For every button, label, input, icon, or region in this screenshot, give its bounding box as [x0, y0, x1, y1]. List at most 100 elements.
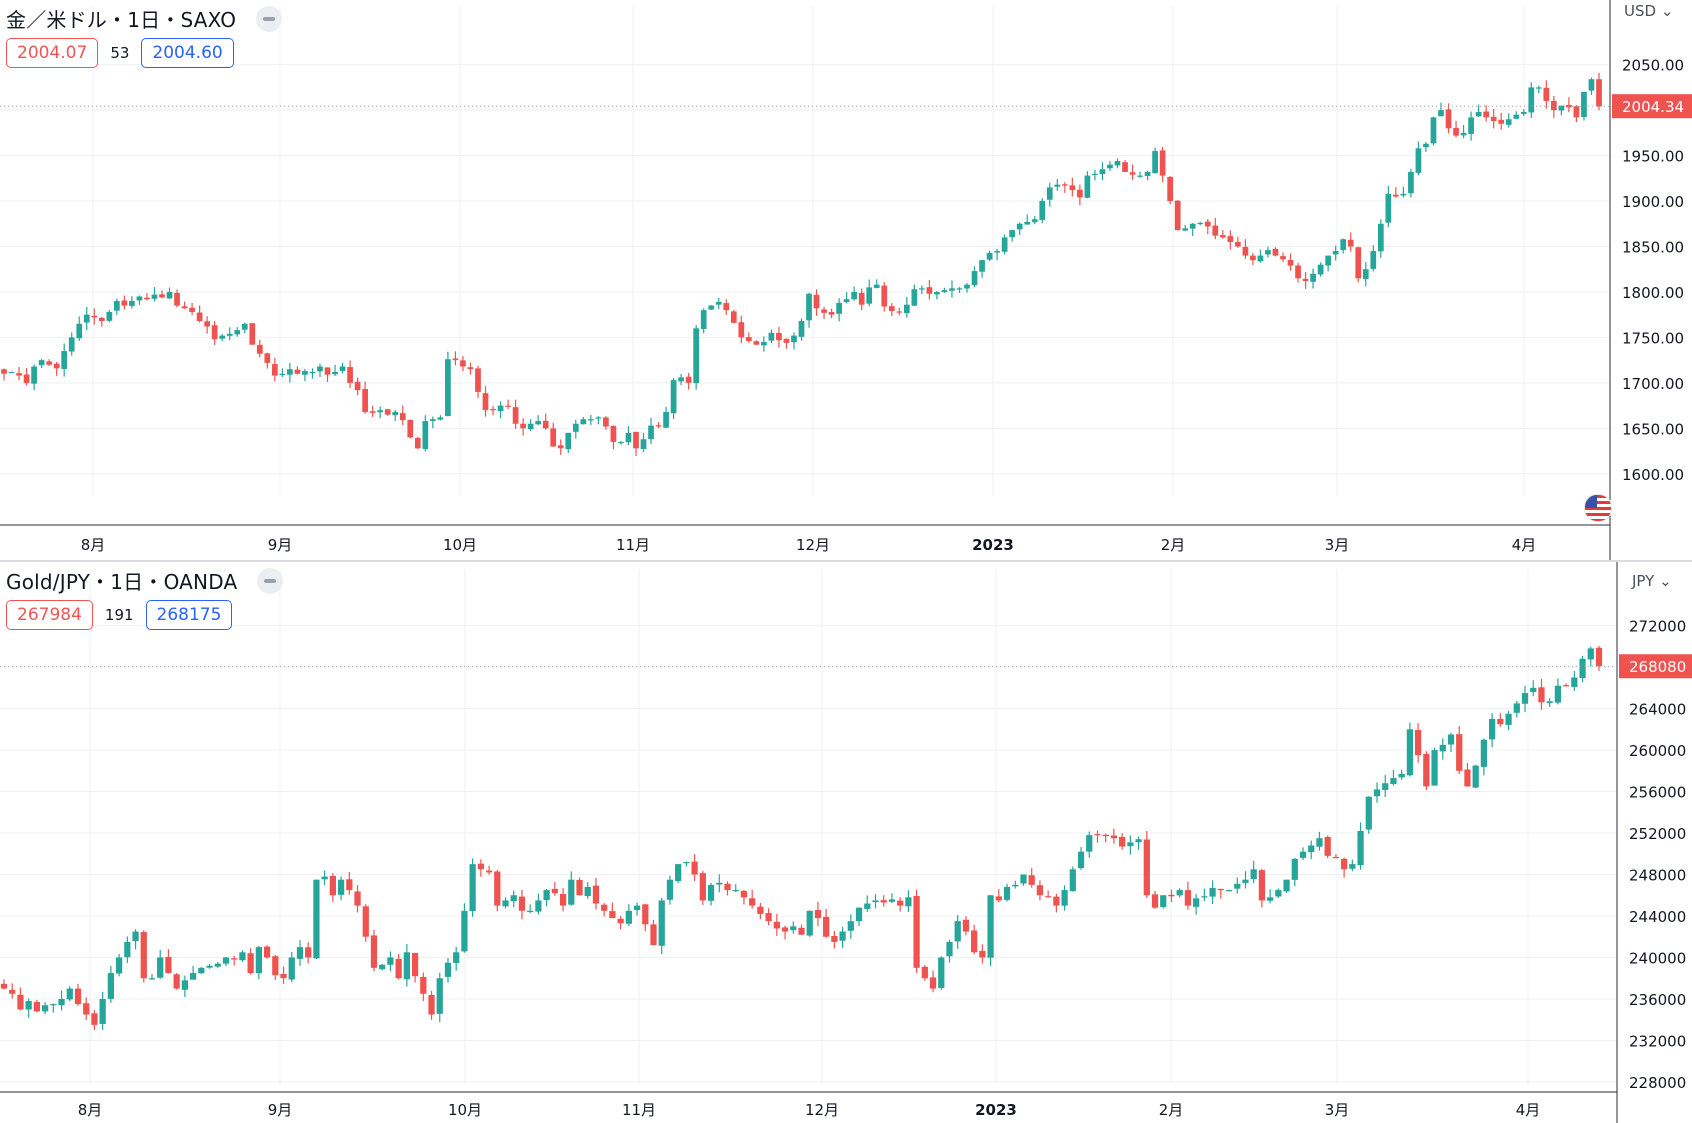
candle: [76, 316, 83, 341]
candle: [31, 364, 37, 391]
candle: [572, 419, 579, 439]
currency-selector[interactable]: USD ⌄: [1624, 2, 1673, 20]
candle: [1024, 214, 1031, 225]
ask-price[interactable]: 2004.60: [141, 38, 234, 68]
x-tick-label: 2月: [1161, 536, 1186, 554]
candle: [903, 296, 910, 318]
chevron-down-icon: ⌄: [1660, 2, 1674, 20]
candle: [888, 303, 895, 317]
candle: [41, 1002, 49, 1015]
candle: [0, 979, 8, 990]
candle: [783, 338, 790, 349]
candle: [1431, 747, 1438, 786]
candle: [115, 953, 123, 977]
candle: [1341, 857, 1348, 878]
candle: [1069, 177, 1076, 197]
candle: [1498, 112, 1505, 130]
candle: [1505, 711, 1512, 731]
candle: [1119, 833, 1126, 850]
candle: [675, 863, 682, 883]
candle: [1287, 253, 1294, 271]
collapse-icon[interactable]: [256, 5, 283, 32]
candle: [1009, 230, 1016, 242]
panel-divider[interactable]: [0, 560, 1692, 562]
candle: [921, 965, 928, 981]
candle: [1016, 222, 1023, 235]
candle: [1159, 146, 1166, 183]
bid-price[interactable]: 2004.07: [6, 38, 99, 68]
candle: [377, 406, 384, 419]
candle: [1174, 200, 1181, 231]
candle: [1521, 685, 1529, 713]
candle: [851, 286, 858, 301]
candle: [1275, 888, 1282, 898]
candle: [1299, 847, 1307, 860]
candle: [1488, 713, 1496, 748]
candle: [700, 308, 707, 334]
candle: [535, 415, 542, 425]
candle: [1332, 245, 1339, 261]
candle: [1505, 113, 1512, 128]
candle: [74, 983, 82, 1006]
candle: [640, 432, 647, 453]
candle: [436, 972, 443, 1023]
candle: [708, 305, 715, 310]
candle: [971, 266, 978, 288]
candle: [828, 308, 835, 319]
candle: [1310, 268, 1316, 289]
candle: [196, 305, 203, 323]
currency-selector[interactable]: JPY ⌄: [1632, 572, 1672, 590]
candle: [520, 418, 526, 436]
candle: [46, 359, 53, 367]
candle: [584, 882, 591, 899]
us-flag-icon[interactable]: [1584, 494, 1612, 522]
candle: [1475, 104, 1482, 117]
candle: [1347, 232, 1354, 252]
bid-price[interactable]: 267984: [6, 600, 93, 630]
candle: [1197, 221, 1204, 226]
candle: [1061, 885, 1068, 911]
collapse-icon[interactable]: [257, 567, 284, 594]
x-tick-label: 2023: [975, 1101, 1017, 1119]
candle: [1581, 91, 1587, 121]
candle: [58, 990, 65, 1011]
candle: [1408, 168, 1414, 198]
y-tick-label: 1800.00: [1622, 284, 1684, 302]
chart-panel-gold-jpy[interactable]: 228000 232000 236000 240000 244000 248000 2520…: [0, 562, 1692, 1123]
candle: [23, 368, 30, 386]
ask-price[interactable]: 268175: [145, 600, 233, 630]
candle: [905, 890, 912, 912]
candle: [1573, 104, 1580, 123]
candle: [866, 279, 873, 307]
candle: [1464, 763, 1471, 787]
candle: [1480, 738, 1488, 776]
candle: [53, 362, 60, 376]
candlestick-chart-gold-usd[interactable]: 1600.00 1650.00 1700.00 1750.00 1800.00 1850.…: [0, 0, 1692, 560]
candle: [1114, 158, 1121, 169]
candle: [1377, 219, 1384, 258]
candle: [1543, 80, 1550, 109]
candle: [17, 987, 24, 1011]
candle: [724, 881, 731, 896]
y-tick-label: 1600.00: [1622, 466, 1684, 484]
candle: [670, 378, 677, 419]
x-tick-label: 11月: [622, 1101, 656, 1119]
candle: [798, 318, 805, 341]
candle: [625, 426, 632, 446]
candle: [768, 329, 775, 344]
candle: [1365, 796, 1372, 834]
candle: [482, 386, 489, 417]
candle: [1242, 871, 1249, 889]
candle: [1189, 223, 1196, 236]
chart-panel-gold-usd[interactable]: 1600.00 1650.00 1700.00 1750.00 1800.00 1850.…: [0, 0, 1692, 560]
candle: [1423, 751, 1430, 791]
candle: [962, 916, 970, 936]
candle: [557, 439, 564, 455]
candle: [994, 248, 1000, 261]
candle: [181, 301, 188, 309]
series-title: Gold/JPY・1日・OANDA: [6, 570, 238, 594]
candle: [1182, 225, 1189, 232]
candle: [678, 374, 684, 386]
candle: [452, 351, 459, 366]
candlestick-chart-gold-jpy[interactable]: 228000 232000 236000 240000 244000 248000 2520…: [0, 562, 1692, 1123]
